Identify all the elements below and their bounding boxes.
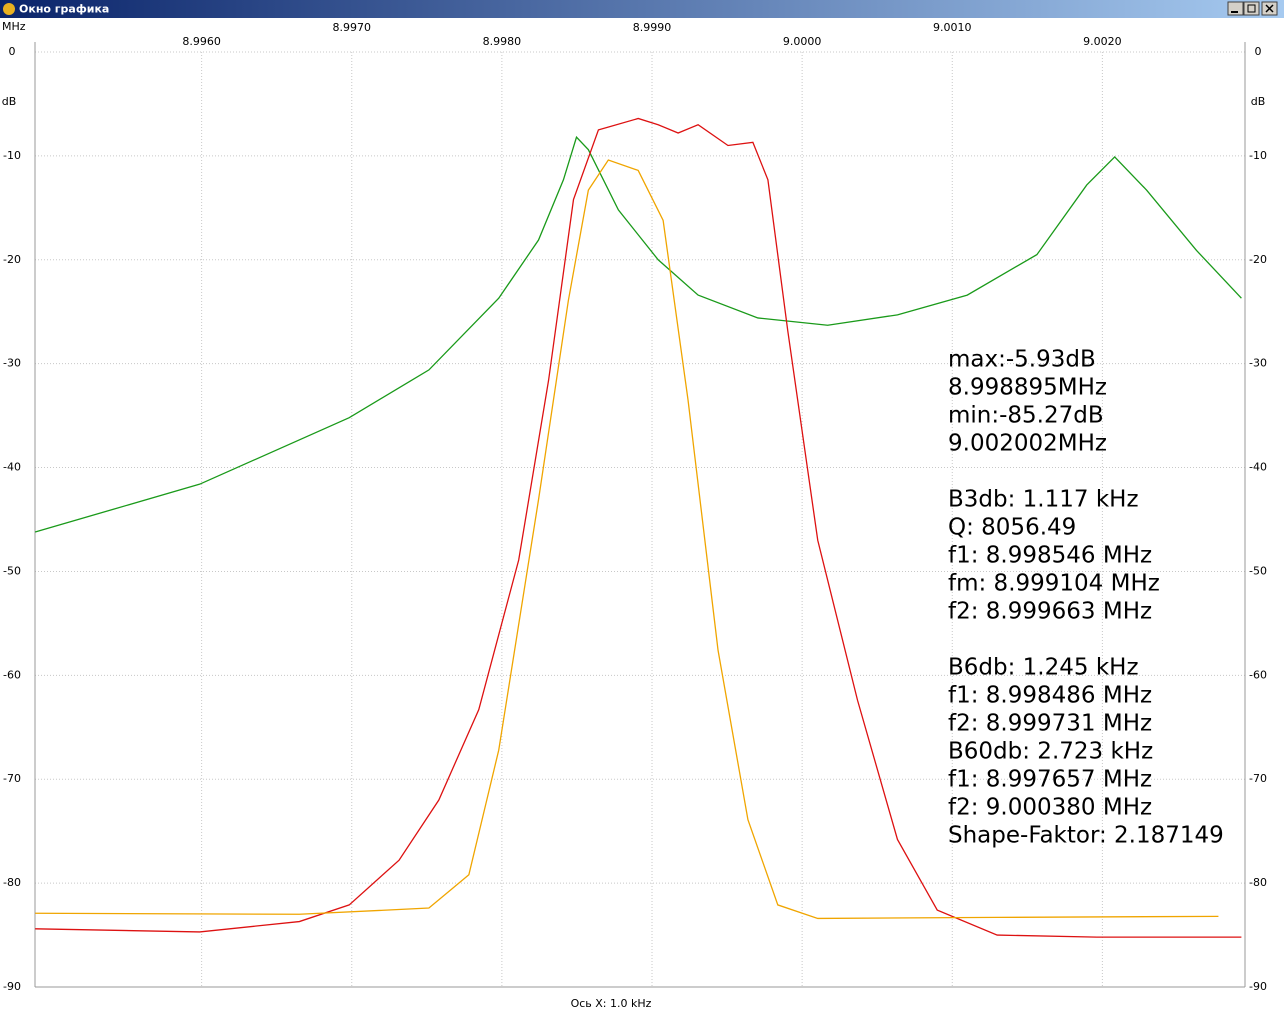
measurement-text: fm: 8.999104 MHz <box>948 571 1160 597</box>
y-tick-label-right: -30 <box>1249 357 1267 370</box>
y-tick-label: -10 <box>3 149 21 162</box>
y-tick-label-right: -20 <box>1249 253 1267 266</box>
measurement-text: B60db: 2.723 kHz <box>948 739 1153 765</box>
y-tick-label-right: -40 <box>1249 461 1267 474</box>
y-tick-label: -80 <box>3 876 21 889</box>
measurement-text: min:-85.27dB <box>948 403 1104 429</box>
x-tick-label: 8.9990 <box>633 21 672 34</box>
title-bar <box>0 0 1284 18</box>
measurement-text: f1: 8.998486 MHz <box>948 683 1152 709</box>
y-tick-label: 0 <box>9 45 16 58</box>
measurement-text: f2: 9.000380 MHz <box>948 795 1152 821</box>
measurement-text: f2: 8.999731 MHz <box>948 711 1152 737</box>
minimize-button[interactable] <box>1227 1 1244 16</box>
y-tick-label-right: -10 <box>1249 149 1267 162</box>
x-tick-label: 9.0010 <box>933 21 972 34</box>
y-tick-label-right: -80 <box>1249 876 1267 889</box>
measurement-text: f1: 8.997657 MHz <box>948 767 1152 793</box>
plot: 0 0 -10 -10 -20 -20 -30 -30 -40 -40 -50 -50 -60 -60 -7… <box>2 20 1267 1010</box>
y-tick-label-right: -70 <box>1249 772 1267 785</box>
x-axis-label: Ось X: 1.0 kHz <box>571 997 652 1010</box>
y-tick-label: -20 <box>3 253 21 266</box>
measurement-text: B3db: 1.117 kHz <box>948 487 1139 513</box>
x-unit-label: MHz <box>2 20 26 33</box>
measurement-text: Q: 8056.49 <box>948 515 1076 541</box>
app-icon <box>3 3 15 15</box>
measurement-text: f2: 8.999663 MHz <box>948 599 1152 625</box>
y-tick-label: -70 <box>3 772 21 785</box>
measurement-text: f1: 8.998546 MHz <box>948 543 1152 569</box>
y-tick-label: -40 <box>3 461 21 474</box>
series-line <box>34 135 1242 533</box>
y-tick-label: -50 <box>3 564 21 577</box>
y-tick-label-right: -50 <box>1249 564 1267 577</box>
y-tick-label: -60 <box>3 668 21 681</box>
y-tick-label-right: -60 <box>1249 668 1267 681</box>
x-tick-label: 8.9960 <box>182 35 221 48</box>
x-tick-label: 8.9970 <box>333 21 372 34</box>
measurement-text: 9.002002MHz <box>948 431 1107 457</box>
x-tick-label: 9.0000 <box>783 35 822 48</box>
series-line <box>35 117 1242 938</box>
series-line <box>35 159 1219 920</box>
y-tick-label-right: 0 <box>1255 45 1262 58</box>
x-tick-label: 8.9980 <box>483 35 522 48</box>
maximize-glyph <box>1247 4 1256 13</box>
y-unit-label-right: dB <box>1251 95 1266 108</box>
measurement-text: max:-5.93dB <box>948 347 1096 373</box>
y-tick-label: -90 <box>3 980 21 993</box>
window-title: Окно графика <box>19 3 109 16</box>
y-unit-label: dB <box>2 95 17 108</box>
measurement-text: Shape-Faktor: 2.187149 <box>948 823 1224 849</box>
y-tick-label: -30 <box>3 357 21 370</box>
close-glyph <box>1265 4 1274 13</box>
maximize-button[interactable] <box>1243 1 1260 16</box>
x-tick-label: 9.0020 <box>1083 35 1122 48</box>
measurement-text: 8.998895MHz <box>948 375 1107 401</box>
measurement-text: B6db: 1.245 kHz <box>948 655 1139 681</box>
y-tick-label-right: -90 <box>1249 980 1267 993</box>
